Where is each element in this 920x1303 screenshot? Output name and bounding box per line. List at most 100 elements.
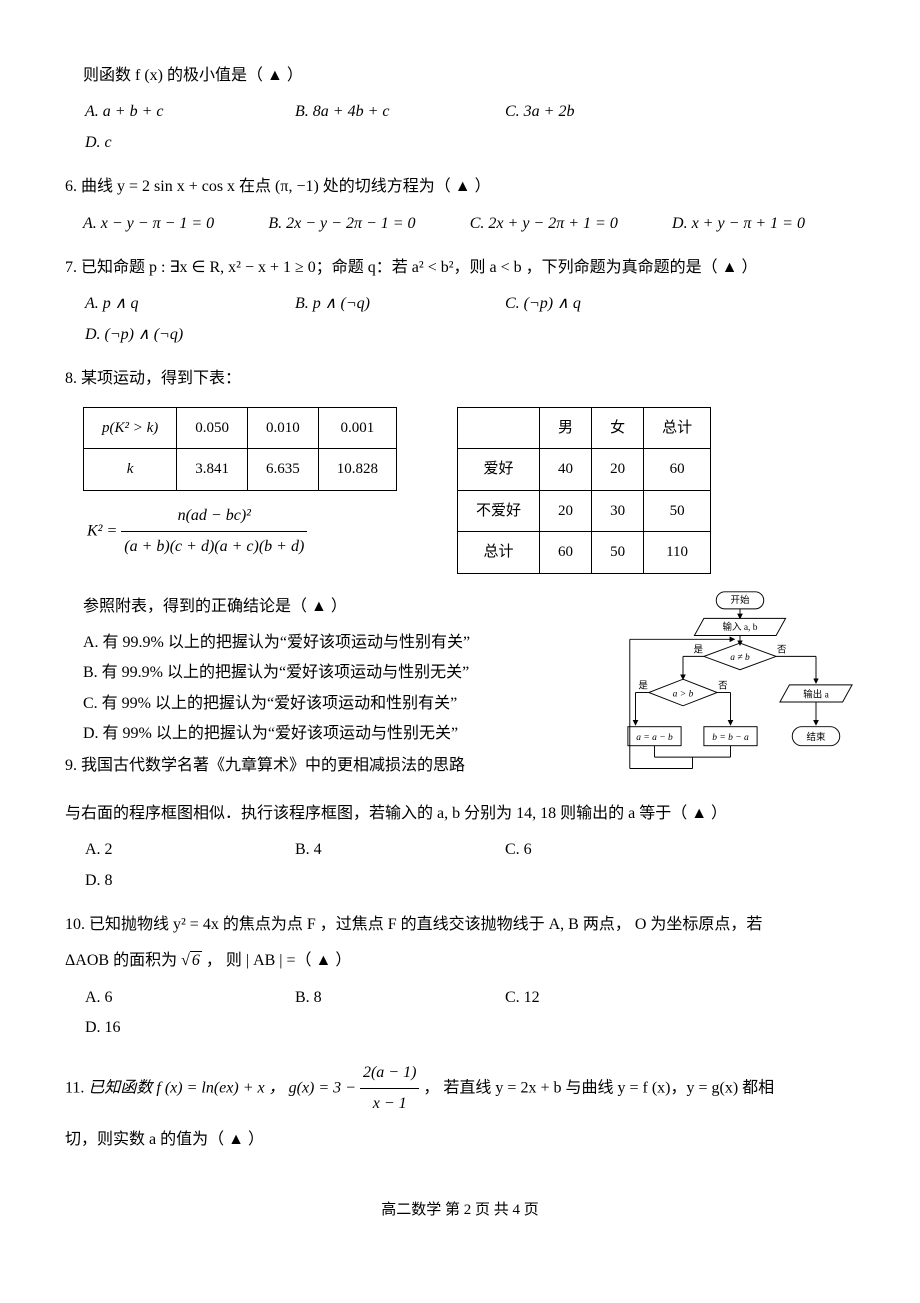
q7-opt-c: C. (¬p) ∧ q — [505, 289, 675, 319]
cell: 不爱好 — [458, 490, 540, 532]
q6-opt-b: B. 2x − y − 2π − 1 = 0 — [268, 209, 415, 239]
cell: 30 — [592, 490, 644, 532]
q9-stem2: 与右面的程序框图相似．执行该程序框图，若输入的 a, b 分别为 14, 18 … — [65, 799, 855, 829]
cell: 6.635 — [248, 449, 319, 491]
q9-opt-b: B. 4 — [295, 835, 465, 865]
cell: 20 — [540, 490, 592, 532]
q7-opt-d: D. (¬p) ∧ (¬q) — [85, 320, 255, 350]
q5-opt-b: B. 8a + 4b + c — [295, 97, 465, 127]
cell: 0.001 — [318, 407, 396, 449]
q7: 7. 已知命题 p : ∃x ∈ R, x² − x + 1 ≥ 0；命题 q：… — [65, 253, 855, 350]
cell: 60 — [644, 449, 711, 491]
q9-options: A. 2 B. 4 C. 6 D. 8 — [85, 835, 855, 896]
cell: 20 — [592, 449, 644, 491]
q9-flowchart-box: 开始 输入 a, b a ≠ b 是 否 a > b 是 否 — [625, 584, 855, 789]
q9-text1: 我国古代数学名著《九章算术》中的更相减损法的思路 — [81, 757, 465, 774]
table-row: p(K² > k) 0.050 0.010 0.001 — [84, 407, 397, 449]
q11: 11. 已知函数 f (x) = ln(ex) + x ， g(x) = 3 −… — [65, 1058, 855, 1156]
q9-num: 9. — [65, 757, 77, 774]
q7-stem: 7. 已知命题 p : ∃x ∈ R, x² − x + 1 ≥ 0；命题 q：… — [65, 253, 855, 283]
q5-opt-c: C. 3a + 2b — [505, 97, 675, 127]
q11-frac-den: x − 1 — [360, 1089, 419, 1119]
q8-left-block: p(K² > k) 0.050 0.010 0.001 k 3.841 6.63… — [65, 401, 397, 563]
q6: 6. 曲线 y = 2 sin x + cos x 在点 (π, −1) 处的切… — [65, 172, 855, 239]
q10-text1: 已知抛物线 y² = 4x 的焦点为点 F ，过焦点 F 的直线交该抛物线于 A… — [89, 916, 762, 933]
page-footer: 高二数学 第 2 页 共 4 页 — [65, 1196, 855, 1225]
table-row: 不爱好 20 30 50 — [458, 490, 711, 532]
q9-opt-c: C. 6 — [505, 835, 675, 865]
q8-formula-den: (a + b)(c + d)(a + c)(b + d) — [121, 532, 307, 562]
cell: 0.010 — [248, 407, 319, 449]
table-row: 男 女 总计 — [458, 407, 711, 449]
q10-stem2: ΔAOB 的面积为 6 ， 则 | AB | =（ ▲ ） — [65, 946, 855, 976]
q7-num: 7. — [65, 259, 77, 276]
svg-text:否: 否 — [777, 644, 787, 655]
svg-text:a > b: a > b — [673, 689, 694, 699]
q9-opt-d: D. 8 — [85, 866, 255, 896]
cell: 50 — [644, 490, 711, 532]
q10-t2b: ， 则 | AB | =（ ▲ ） — [206, 952, 352, 969]
q11-stem2: 切，则实数 a 的值为（ ▲ ） — [65, 1125, 855, 1155]
q10-opt-a: A. 6 — [85, 983, 255, 1013]
svg-text:开始: 开始 — [730, 594, 750, 606]
svg-text:a = a − b: a = a − b — [636, 733, 673, 743]
q7-opt-b: B. p ∧ (¬q) — [295, 289, 465, 319]
q5-opt-a: A. a + b + c — [85, 97, 255, 127]
q10-opt-b: B. 8 — [295, 983, 465, 1013]
q8: 8. 某项运动，得到下表： p(K² > k) 0.050 0.010 0.00… — [65, 364, 855, 896]
q6-opt-c: C. 2x + y − 2π + 1 = 0 — [470, 209, 618, 239]
q8-formula-num: n(ad − bc)² — [121, 501, 307, 532]
cell: k — [84, 449, 177, 491]
q8-formula: K² = n(ad − bc)² (a + b)(c + d)(a + c)(b… — [87, 501, 397, 563]
q8-table-left: p(K² > k) 0.050 0.010 0.001 k 3.841 6.63… — [83, 407, 397, 491]
q10-num: 10. — [65, 916, 85, 933]
q5-options: A. a + b + c B. 8a + 4b + c C. 3a + 2b D… — [85, 97, 855, 158]
q5-opt-d: D. c — [85, 128, 255, 158]
q7-opt-a: A. p ∧ q — [85, 289, 255, 319]
q5-tail: 则函数 f (x) 的极小值是（ ▲ ） A. a + b + c B. 8a … — [65, 61, 855, 158]
cell: 男 — [540, 407, 592, 449]
cell — [458, 407, 540, 449]
table-row: k 3.841 6.635 10.828 — [84, 449, 397, 491]
q8-formula-lhs: K² = — [87, 522, 117, 539]
q6-text: 曲线 y = 2 sin x + cos x 在点 (π, −1) 处的切线方程… — [81, 178, 491, 195]
q8-stem: 8. 某项运动，得到下表： — [65, 364, 855, 394]
svg-text:输出 a: 输出 a — [803, 688, 829, 700]
svg-text:b = b − a: b = b − a — [712, 733, 749, 743]
svg-text:否: 否 — [718, 680, 728, 691]
q6-opt-d: D. x + y − π + 1 = 0 — [672, 209, 805, 239]
cell: 50 — [592, 532, 644, 574]
cell: 40 — [540, 449, 592, 491]
q11-stem1: 11. 已知函数 f (x) = ln(ex) + x ， g(x) = 3 −… — [65, 1058, 855, 1120]
cell: 3.841 — [177, 449, 248, 491]
q8-table-right: 男 女 总计 爱好 40 20 60 不爱好 20 30 50 总计 60 50… — [457, 407, 711, 574]
q11-num: 11. — [65, 1079, 84, 1096]
cell: 110 — [644, 532, 711, 574]
q7-options: A. p ∧ q B. p ∧ (¬q) C. (¬p) ∧ q D. (¬p)… — [85, 289, 855, 350]
q10-opt-c: C. 12 — [505, 983, 675, 1013]
svg-text:结束: 结束 — [806, 731, 826, 743]
flowchart-svg: 开始 输入 a, b a ≠ b 是 否 a > b 是 否 — [625, 588, 855, 778]
cell: p(K² > k) — [84, 407, 177, 449]
q10-t2a: ΔAOB 的面积为 — [65, 952, 177, 969]
q8-text: 某项运动，得到下表： — [81, 370, 241, 387]
svg-text:是: 是 — [693, 644, 703, 655]
svg-text:是: 是 — [638, 680, 648, 691]
cell: 60 — [540, 532, 592, 574]
q11-t2: ， 若直线 y = 2x + b 与曲线 y = f (x)，y = g(x) … — [423, 1079, 774, 1096]
table-row: 总计 60 50 110 — [458, 532, 711, 574]
cell: 女 — [592, 407, 644, 449]
cell: 总计 — [644, 407, 711, 449]
svg-text:a ≠ b: a ≠ b — [730, 653, 750, 663]
q5-stem: 则函数 f (x) 的极小值是（ ▲ ） — [83, 61, 855, 91]
q10: 10. 已知抛物线 y² = 4x 的焦点为点 F ，过焦点 F 的直线交该抛物… — [65, 910, 855, 1044]
cell: 爱好 — [458, 449, 540, 491]
cell: 10.828 — [318, 449, 396, 491]
q6-opt-a: A. x − y − π − 1 = 0 — [83, 209, 214, 239]
q11-frac-num: 2(a − 1) — [360, 1058, 419, 1089]
q7-text: 已知命题 p : ∃x ∈ R, x² − x + 1 ≥ 0；命题 q：若 a… — [81, 259, 757, 276]
table-row: 爱好 40 20 60 — [458, 449, 711, 491]
cell: 总计 — [458, 532, 540, 574]
q10-stem1: 10. 已知抛物线 y² = 4x 的焦点为点 F ，过焦点 F 的直线交该抛物… — [65, 910, 855, 940]
q10-options: A. 6 B. 8 C. 12 D. 16 — [85, 983, 855, 1044]
